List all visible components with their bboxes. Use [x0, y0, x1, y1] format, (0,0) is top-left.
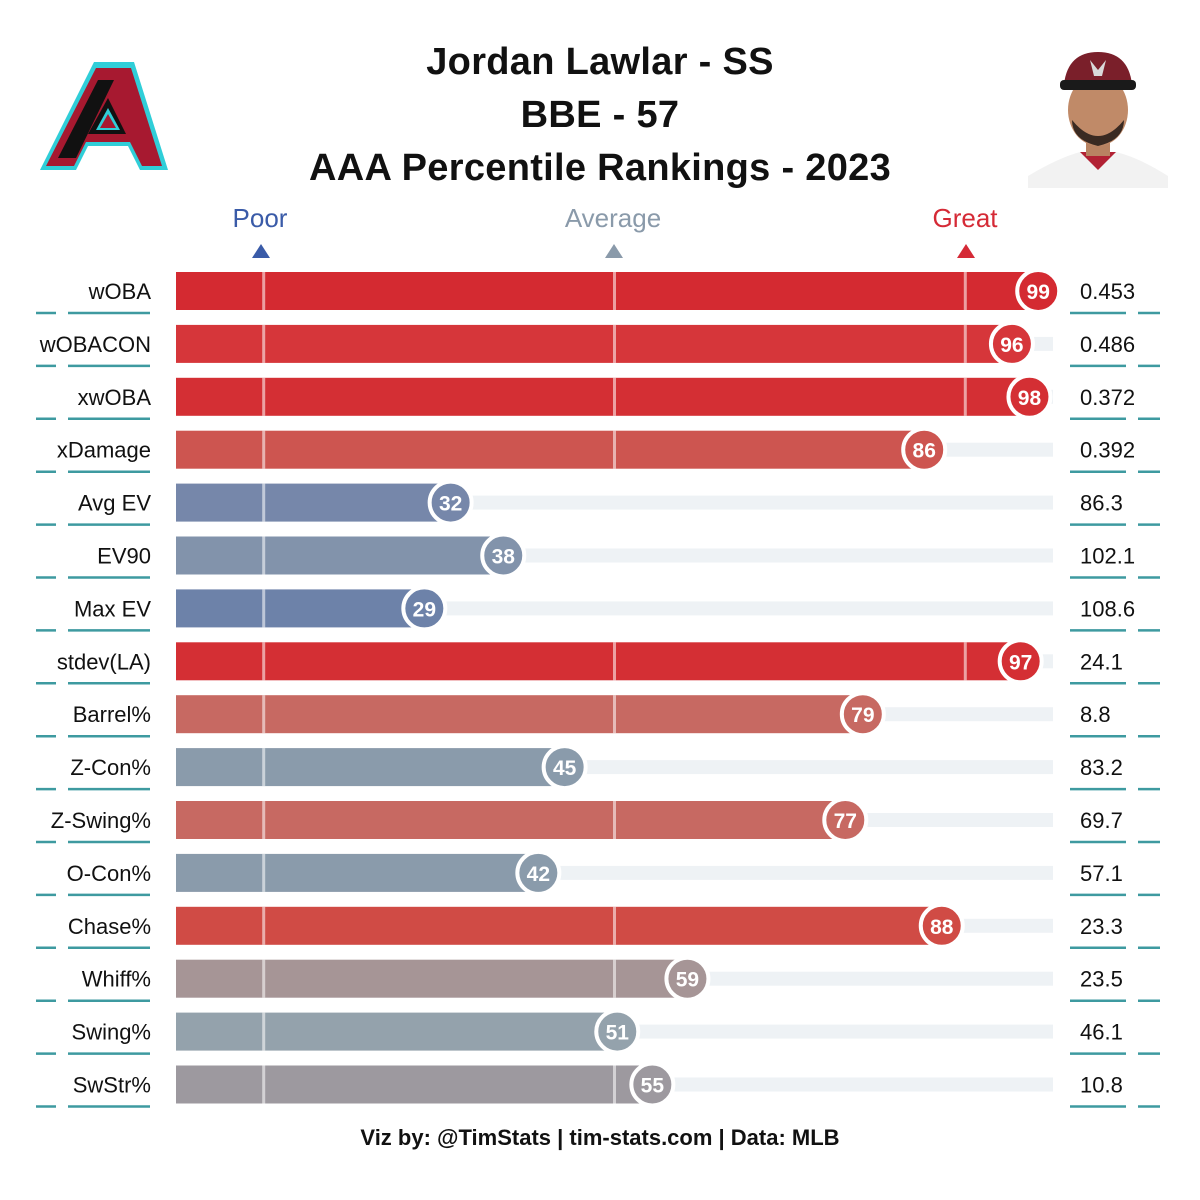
stat-value: 46.1	[1080, 1020, 1123, 1045]
percentile-badge	[997, 638, 1044, 685]
percentile-label: 42	[527, 863, 550, 886]
percentile-badge	[988, 320, 1035, 367]
stat-value: 0.486	[1080, 332, 1135, 357]
percentile-label: 45	[553, 757, 577, 780]
great-arrow-icon	[957, 244, 975, 258]
percentile-bar	[176, 377, 1036, 416]
chart-title: Jordan Lawlar - SS BBE - 57 AAA Percenti…	[0, 36, 1200, 195]
percentile-bar	[176, 906, 948, 945]
team-logo-icon	[40, 62, 168, 170]
percentile-badge	[401, 585, 448, 632]
metric-label: Chase%	[68, 914, 151, 939]
footer-credit: Viz by: @TimStats | tim-stats.com | Data…	[360, 1125, 840, 1150]
metric-label: Z-Swing%	[51, 808, 151, 833]
stat-value: 102.1	[1080, 544, 1135, 569]
percentile-bar	[176, 1012, 624, 1051]
percentile-bar	[176, 853, 545, 892]
percentile-bar	[176, 642, 1027, 681]
percentile-label: 29	[413, 598, 436, 621]
percentile-badge	[664, 955, 711, 1002]
percentile-badge	[480, 532, 527, 579]
percentile-label: 32	[439, 493, 462, 516]
percentile-bar	[176, 536, 510, 575]
percentile-badge	[1006, 373, 1053, 420]
stat-value: 23.3	[1080, 914, 1123, 939]
scale-label-average: Average	[564, 203, 662, 233]
percentile-bar	[176, 801, 852, 839]
percentile-label: 79	[851, 704, 874, 727]
metric-label: Z-Con%	[70, 755, 151, 780]
percentile-label: 99	[1027, 281, 1050, 304]
metric-label: xwOBA	[78, 385, 152, 410]
percentile-label: 59	[676, 969, 699, 992]
metric-label: Whiff%	[82, 967, 151, 992]
title-line-3: AAA Percentile Rankings - 2023	[308, 147, 892, 189]
percentile-bar	[176, 324, 1018, 363]
stat-value: 10.8	[1080, 1073, 1123, 1098]
title-line-2: BBE - 57	[520, 94, 680, 136]
metric-label: wOBACON	[39, 332, 151, 357]
percentile-label: 88	[930, 916, 954, 939]
stat-value: 86.3	[1080, 491, 1123, 516]
stat-value: 108.6	[1080, 596, 1135, 621]
percentile-label: 77	[834, 810, 857, 833]
percentile-label: 86	[913, 440, 936, 463]
percentile-bar	[176, 695, 869, 734]
metric-label: Avg EV	[78, 491, 151, 516]
stat-value: 23.5	[1080, 967, 1123, 992]
metric-label: Swing%	[72, 1020, 151, 1045]
percentile-label: 98	[1018, 387, 1042, 410]
percentile-badge	[918, 902, 965, 949]
metric-label: Max EV	[74, 596, 151, 621]
stat-value: 0.372	[1080, 385, 1135, 410]
metric-label: Barrel%	[73, 702, 151, 727]
percentile-bar	[176, 1065, 659, 1104]
percentile-badge	[839, 691, 886, 738]
percentile-badge	[1015, 268, 1062, 314]
percentile-badge	[629, 1061, 676, 1108]
percentile-bar	[176, 748, 571, 787]
percentile-badge	[515, 849, 562, 896]
percentile-badge	[901, 426, 948, 473]
stat-value: 8.8	[1080, 702, 1111, 727]
percentile-badge	[427, 479, 474, 526]
percentile-label: 97	[1009, 651, 1032, 674]
stat-value: 57.1	[1080, 861, 1123, 886]
metric-label: stdev(LA)	[57, 649, 151, 674]
scale-label-poor: Poor	[232, 203, 288, 233]
percentile-bar	[176, 272, 1045, 310]
stat-value: 0.453	[1080, 279, 1135, 304]
percentile-bar	[176, 589, 431, 628]
metric-label: SwStr%	[73, 1073, 151, 1098]
stat-value: 0.392	[1080, 438, 1135, 463]
percentile-label: 38	[492, 546, 516, 569]
title-line-1: Jordan Lawlar - SS	[426, 41, 774, 83]
metric-label: EV90	[97, 544, 151, 569]
average-arrow-icon	[605, 244, 623, 258]
percentile-bar	[176, 483, 457, 522]
player-headshot-icon	[1028, 52, 1168, 188]
percentile-badge	[594, 1008, 641, 1055]
metric-label: wOBA	[88, 279, 152, 304]
poor-arrow-icon	[252, 244, 270, 258]
stat-value: 24.1	[1080, 649, 1123, 674]
percentile-badge	[541, 744, 588, 791]
percentile-badge	[822, 797, 869, 843]
percentile-label: 55	[641, 1075, 665, 1098]
percentile-label: 96	[1000, 334, 1023, 357]
percentile-bar	[176, 430, 931, 469]
metric-label: O-Con%	[67, 861, 151, 886]
metric-label: xDamage	[57, 438, 151, 463]
stat-value: 69.7	[1080, 808, 1123, 833]
percentile-label: 51	[606, 1022, 630, 1045]
stat-value: 83.2	[1080, 755, 1123, 780]
scale-label-great: Great	[932, 203, 998, 233]
